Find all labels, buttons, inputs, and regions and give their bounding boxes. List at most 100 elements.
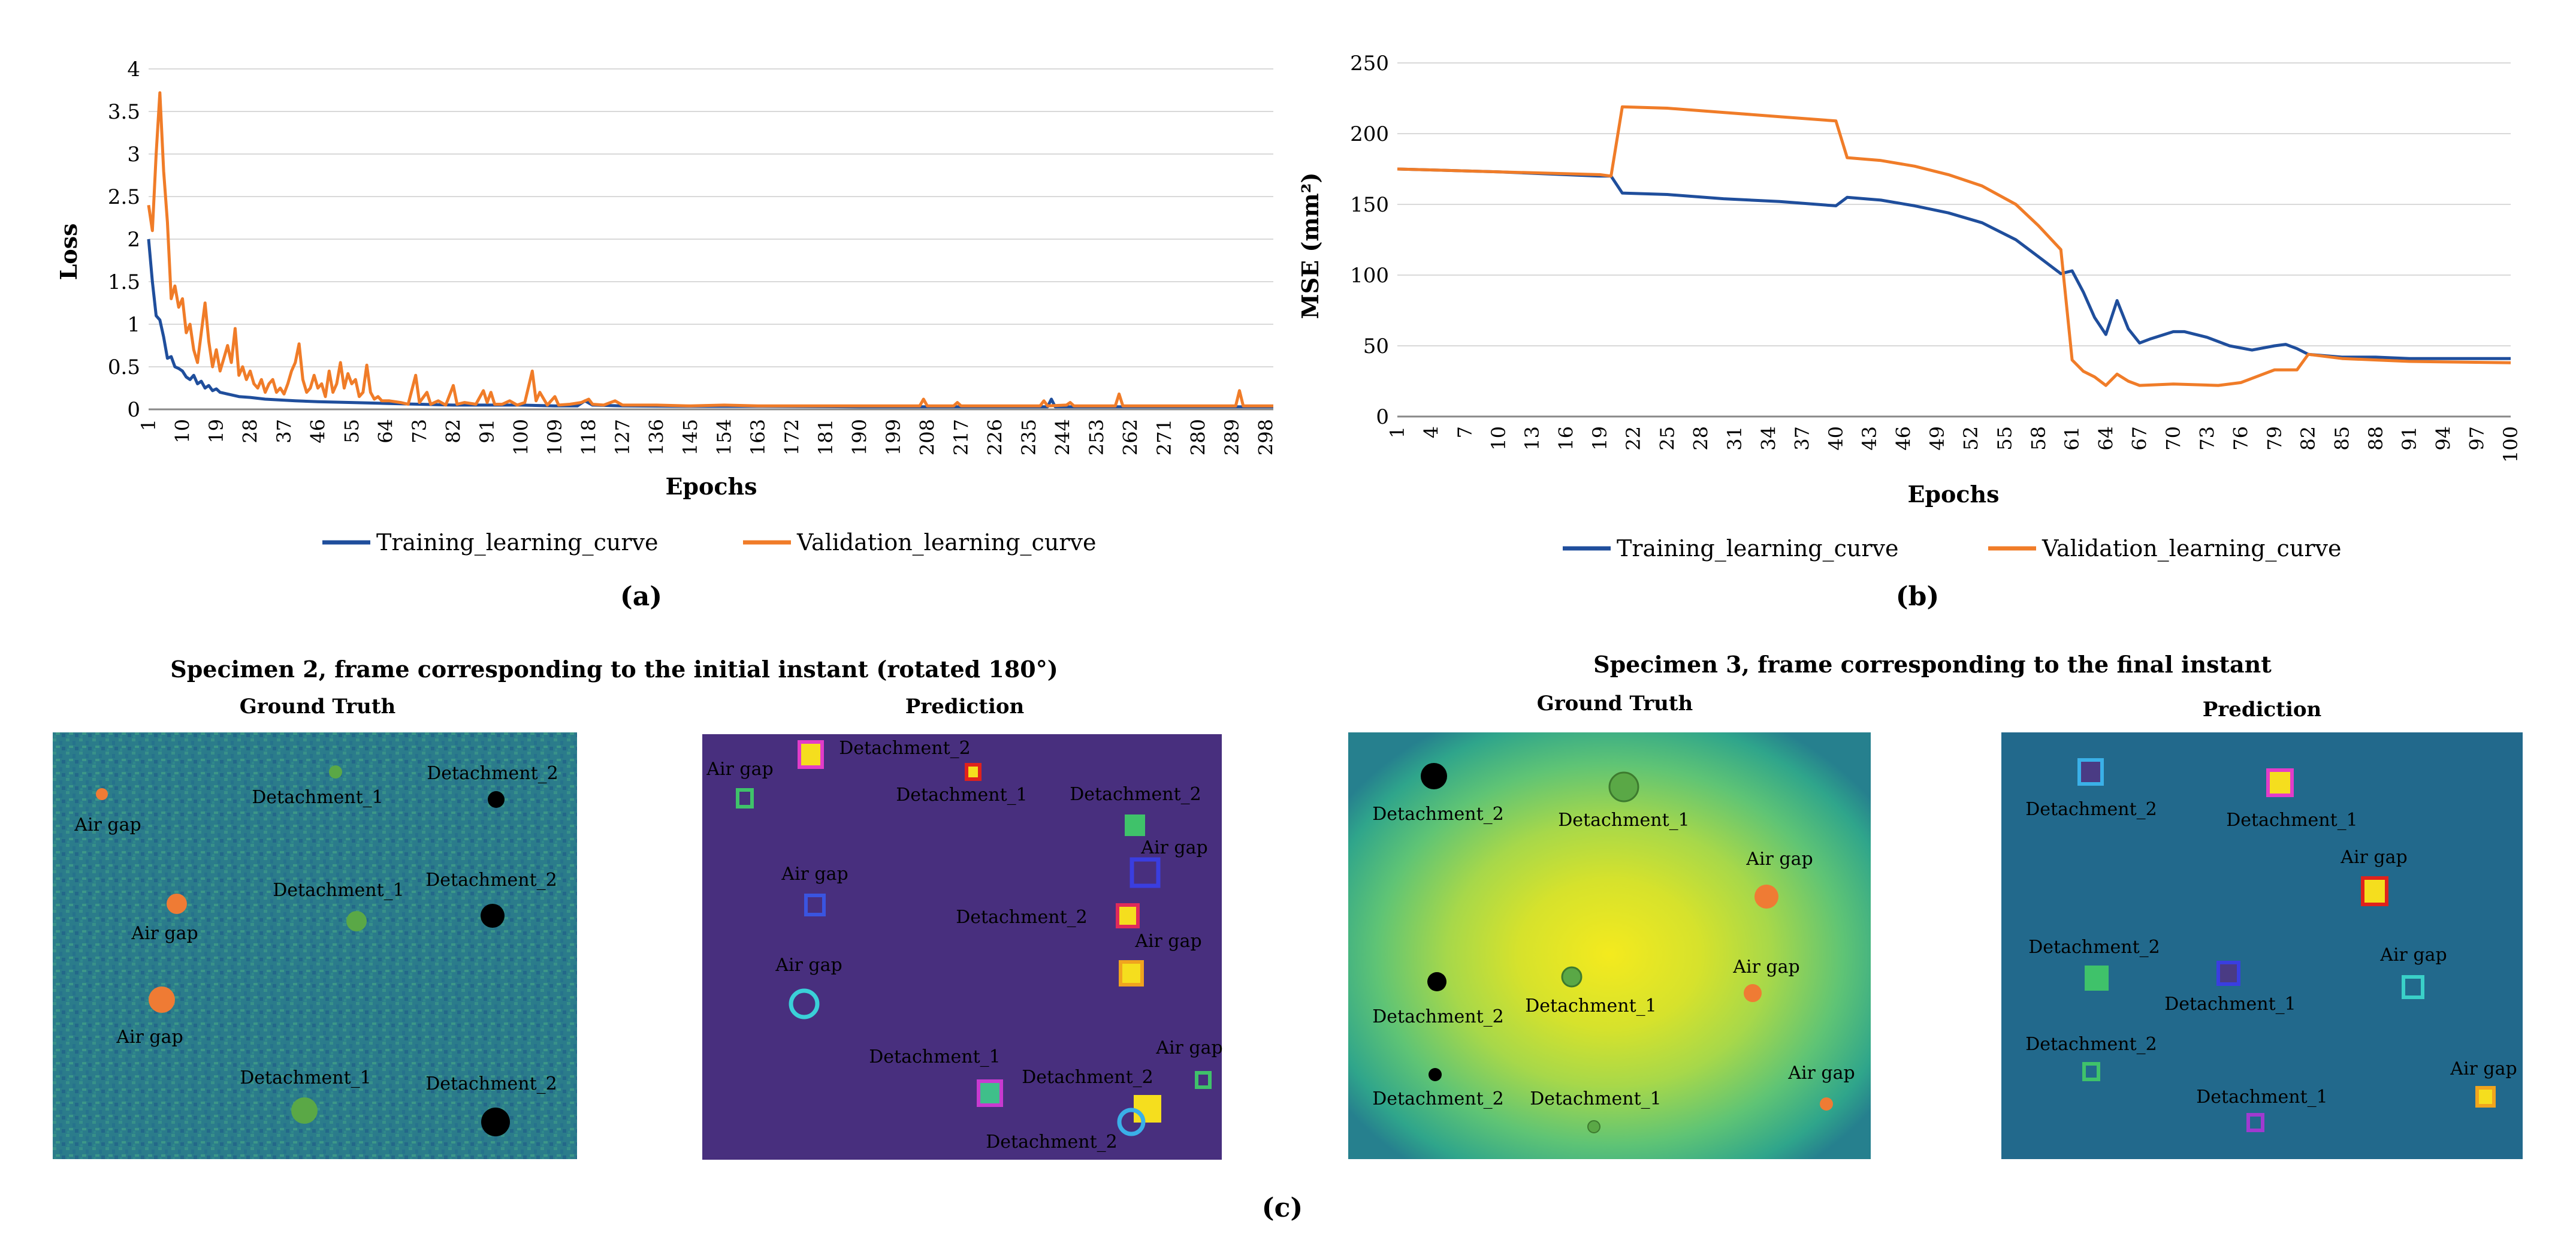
detachment-1-marker	[346, 911, 367, 931]
y-tick-label: 100	[1350, 264, 1389, 288]
y-tick-label: 2	[127, 228, 140, 252]
panel-label-c: (c)	[1262, 1193, 1303, 1223]
detachment-2-marker	[481, 1108, 510, 1136]
legend-label-training: Training_learning_curve	[376, 529, 659, 556]
marker-label: Air gap	[1745, 849, 1813, 870]
x-tick-label: 73	[408, 419, 431, 444]
x-tick-label: 10	[1487, 426, 1510, 451]
detachment-1-box	[2266, 768, 2294, 797]
specimen3-title: Specimen 3, frame corresponding to the f…	[1593, 651, 2272, 678]
air-gap-box	[736, 788, 754, 809]
y-tick-label: 0	[1376, 405, 1389, 429]
image-title: Ground Truth	[240, 695, 396, 719]
marker-label: Detachment_2	[2028, 937, 2160, 958]
x-tick-label: 28	[238, 419, 261, 444]
x-tick-label: 64	[374, 419, 397, 444]
marker-label: Detachment_2	[1372, 1006, 1504, 1027]
chart-mse: 0 50 100 150 200 250 1 4 7 10 13 16 19 22 25 28 31 34 37 4…	[1297, 52, 2522, 612]
marker-label: Air gap	[1134, 931, 1201, 952]
image-title: Prediction	[2203, 698, 2322, 722]
marker-label: Detachment_2	[1022, 1067, 1153, 1088]
x-tick-label: 34	[1757, 426, 1780, 451]
detachment-2-box	[2077, 758, 2104, 786]
air-gap-marker	[1820, 1097, 1833, 1111]
y-tick-label: 0	[127, 398, 140, 422]
x-tick-label: 82	[2297, 426, 2320, 451]
y-tick-label: 2.5	[108, 185, 140, 209]
x-tick-label: 280	[1186, 419, 1209, 455]
x-tick-label: 10	[171, 419, 194, 444]
marker-label: Air gap	[706, 759, 773, 780]
legend: Training_learning_curve Validation_learn…	[322, 529, 1096, 556]
x-tick-labels: 1 10 19 28 37 46 55 64 73 82 91 100 109 118 127 136 145 1…	[137, 419, 1277, 455]
marker-label: Air gap	[781, 864, 848, 885]
y-tick-label: 50	[1363, 334, 1389, 358]
x-tick-label: 16	[1555, 426, 1578, 451]
legend-label-validation: Validation_learning_curve	[2042, 535, 2341, 562]
x-tick-label: 19	[205, 419, 228, 444]
x-tick-label: 94	[2432, 426, 2454, 451]
y-axis-label: MSE (mm²)	[1297, 173, 1324, 319]
marker-label: Detachment_1	[2196, 1087, 2328, 1108]
detachment-1-box	[965, 763, 982, 781]
x-tick-label: 163	[747, 419, 769, 455]
detachment-1-box	[2216, 961, 2240, 986]
marker-label: Air gap	[1787, 1063, 1855, 1084]
x-tick-label: 46	[306, 419, 329, 444]
x-tick-label: 4	[1420, 426, 1442, 438]
marker-label: Detachment_1	[240, 1067, 372, 1088]
marker-label: Detachment_1	[869, 1046, 1001, 1067]
x-tick-label: 88	[2364, 426, 2387, 451]
marker-label: Air gap	[1140, 837, 1207, 858]
x-tick-label: 100	[2499, 426, 2522, 463]
x-tick-label: 43	[1858, 426, 1881, 451]
air-gap-marker	[96, 788, 108, 800]
panel-c: Specimen 2, frame corresponding to the i…	[53, 651, 2523, 1223]
marker-label: Detachment_2	[839, 738, 971, 759]
marker-label: Detachment_1	[273, 880, 404, 901]
marker-label: Detachment_1	[2226, 810, 2358, 831]
air-gap-box	[1130, 857, 1161, 888]
y-tick-label: 0.5	[108, 355, 140, 379]
marker-label: Detachment_1	[1558, 810, 1690, 831]
air-gap-marker	[167, 894, 187, 914]
marker-label: Detachment_2	[2025, 1034, 2157, 1055]
y-tick-label: 150	[1350, 193, 1389, 217]
y-tick-labels: 0 0.5 1 1.5 2 2.5 3 3.5 4	[108, 58, 140, 422]
air-gap-box	[1195, 1071, 1212, 1089]
x-tick-label: 7	[1454, 426, 1476, 438]
image-title: Ground Truth	[1537, 692, 1693, 716]
marker-label: Detachment_2	[1372, 1088, 1504, 1109]
x-tick-label: 127	[611, 419, 634, 455]
x-tick-label: 226	[983, 419, 1006, 455]
air-gap-box	[2475, 1086, 2496, 1108]
x-axis-label: Epochs	[1907, 481, 1999, 508]
y-axis-label: Loss	[55, 224, 82, 280]
prediction-image	[2001, 732, 2523, 1159]
air-gap-marker	[1744, 984, 1762, 1002]
specimen2-title: Specimen 2, frame corresponding to the i…	[170, 656, 1058, 683]
x-tick-label: 37	[1791, 426, 1814, 451]
x-tick-label: 13	[1521, 426, 1544, 451]
y-tick-label: 1	[127, 313, 140, 337]
x-tick-label: 37	[273, 419, 295, 444]
x-tick-label: 97	[2466, 426, 2489, 451]
detachment-1-marker	[329, 765, 342, 779]
marker-label: Air gap	[2379, 945, 2447, 966]
x-tick-label: 70	[2162, 426, 2185, 451]
detachment-2-box	[2085, 966, 2109, 991]
x-tick-label: 67	[2128, 426, 2151, 451]
x-tick-label: 64	[2094, 426, 2117, 451]
x-tick-label: 1	[1386, 426, 1409, 438]
detachment-2-marker	[1429, 1068, 1442, 1081]
x-tick-label: 58	[2027, 426, 2050, 451]
x-tick-label: 244	[1051, 419, 1074, 455]
detachment-2-box	[798, 740, 824, 769]
x-tick-label: 28	[1690, 426, 1713, 451]
marker-label: Detachment_2	[2025, 799, 2157, 820]
thermal-image-core	[1348, 732, 1871, 1159]
x-tick-label: 145	[679, 419, 702, 455]
legend: Training_learning_curve Validation_learn…	[1563, 535, 2341, 562]
specimen2-ground-truth: Ground Truth Air gap Detachment_1 Detach…	[53, 695, 577, 1159]
